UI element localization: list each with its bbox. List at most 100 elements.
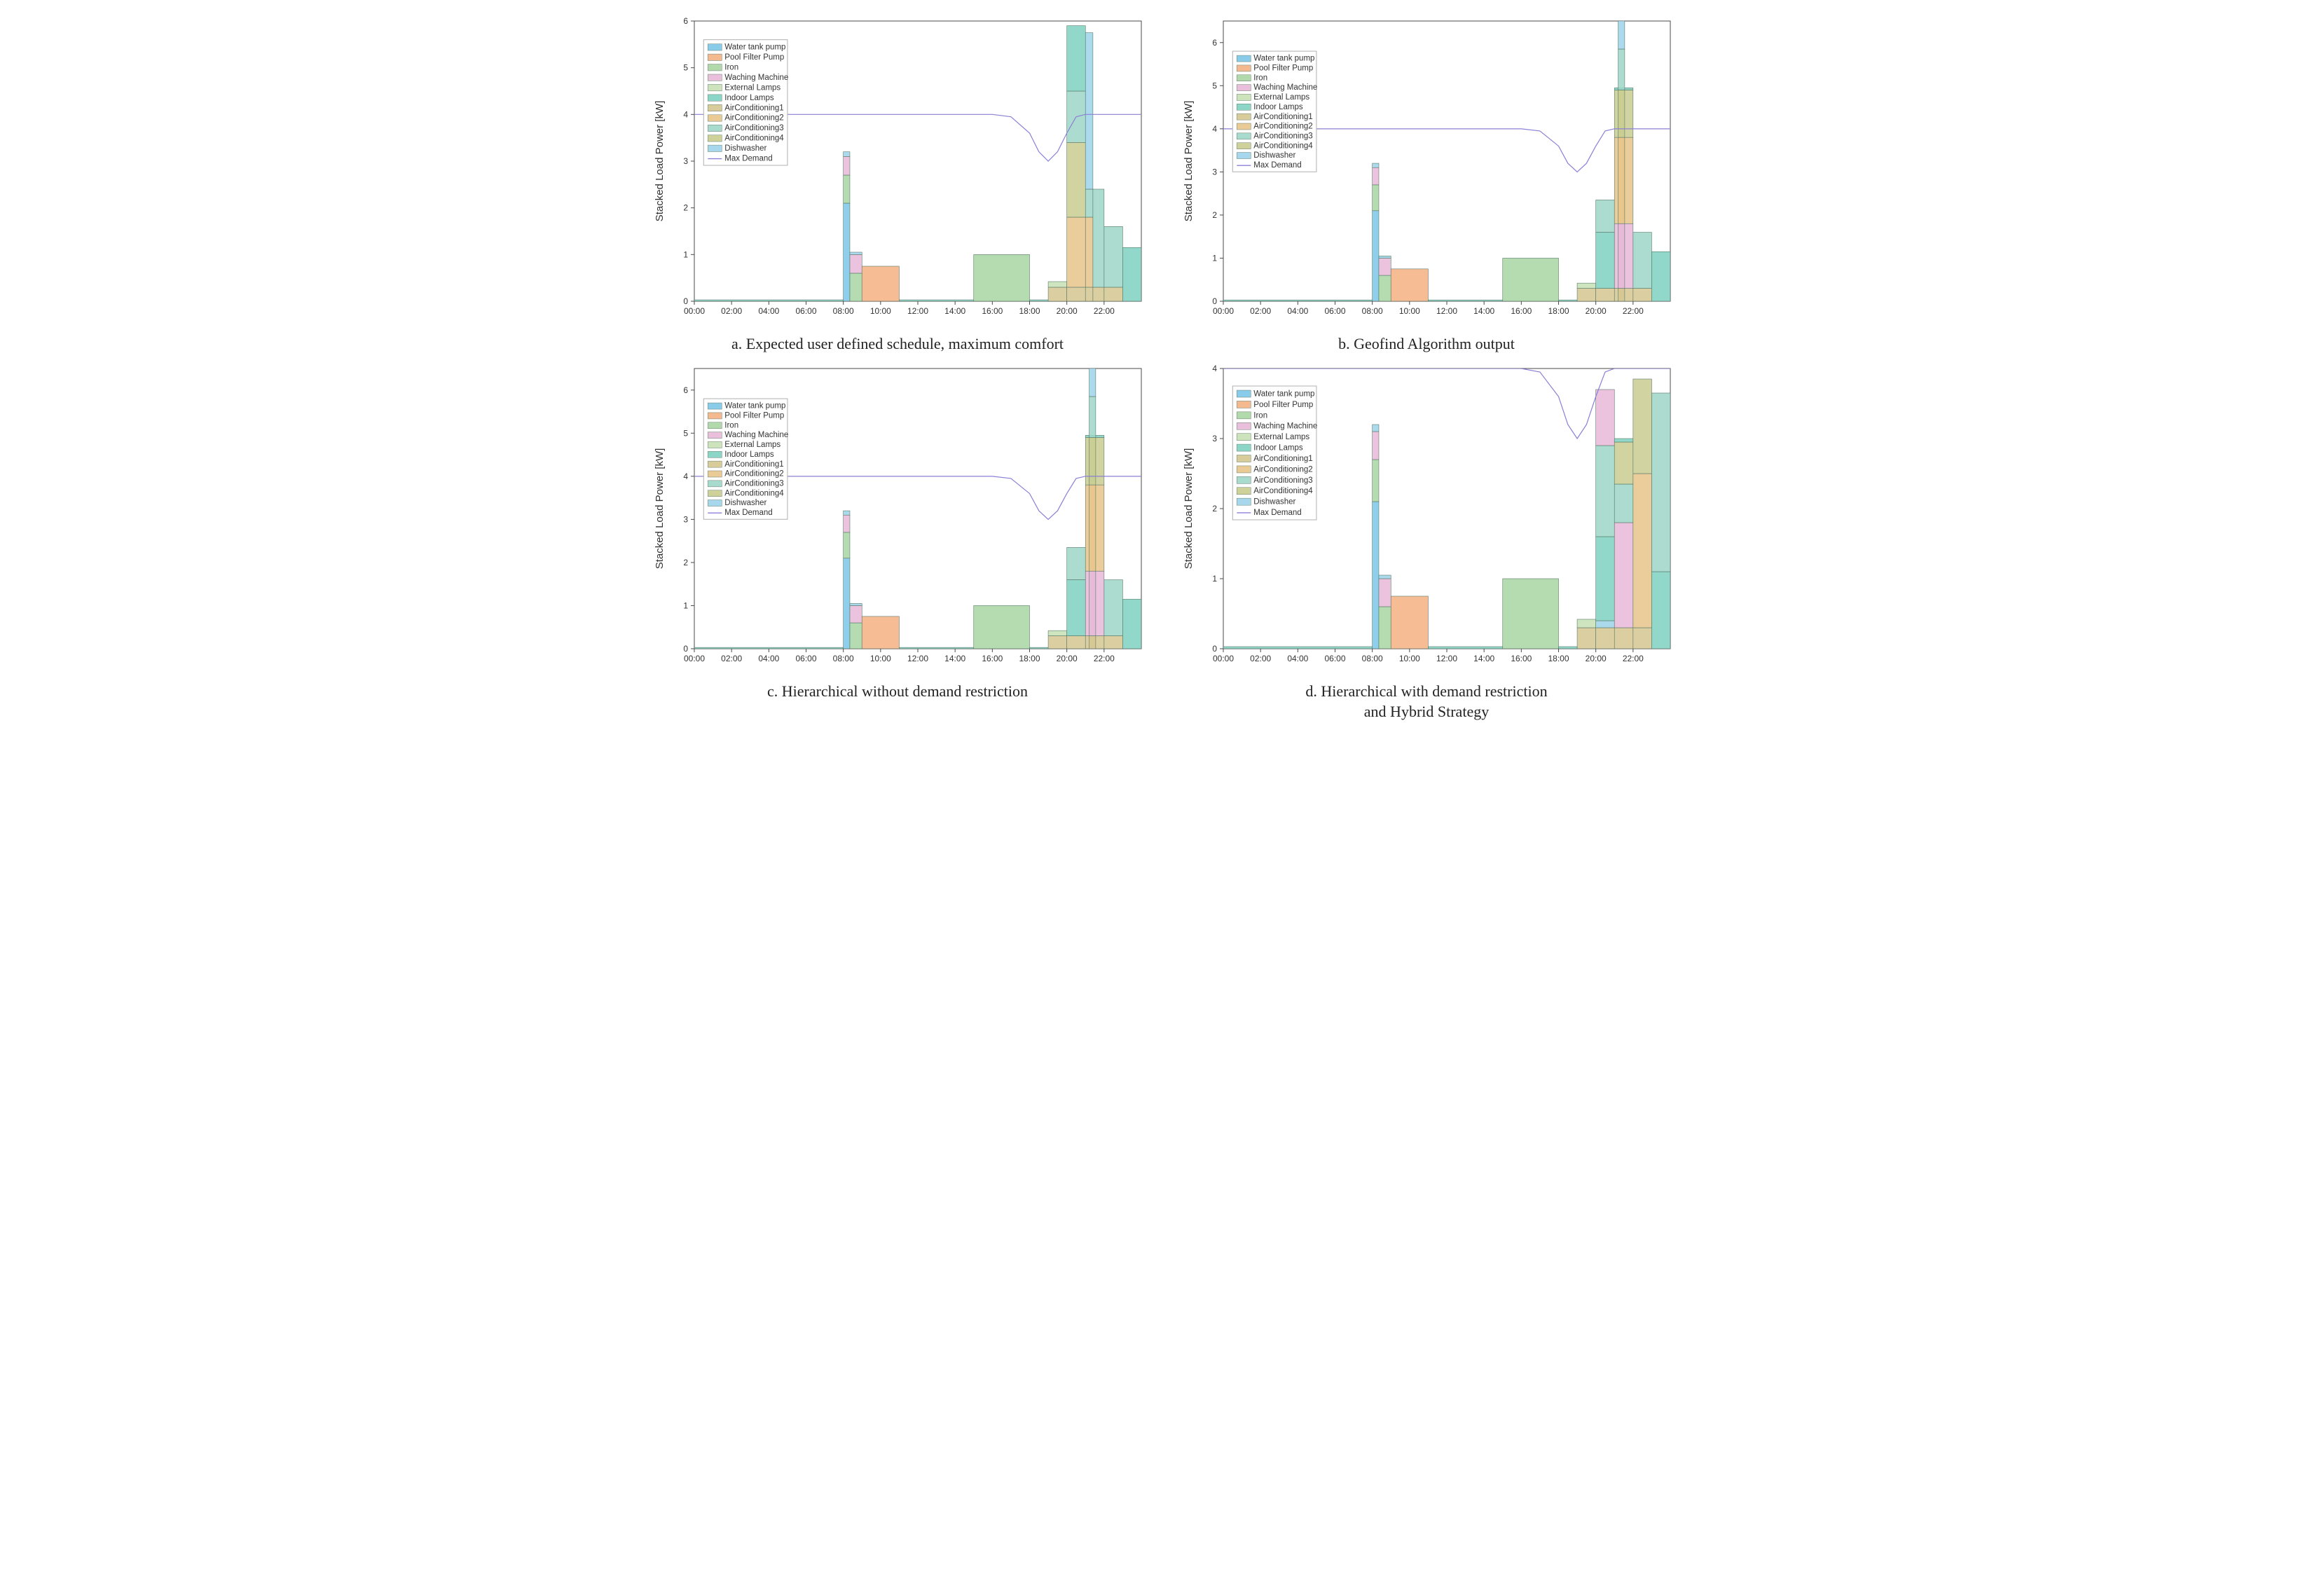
svg-text:Indoor Lamps: Indoor Lamps (724, 450, 774, 459)
svg-text:1: 1 (683, 600, 688, 610)
svg-text:4: 4 (683, 471, 688, 481)
svg-text:Max Demand: Max Demand (724, 155, 772, 163)
svg-text:10:00: 10:00 (1399, 654, 1420, 663)
chart-c: 00:0002:0004:0006:0008:0010:0012:0014:00… (645, 361, 1150, 677)
svg-text:Pool Filter Pump: Pool Filter Pump (1253, 401, 1313, 409)
svg-text:16:00: 16:00 (982, 654, 1003, 663)
svg-text:AirConditioning4: AirConditioning4 (1253, 487, 1313, 495)
svg-text:22:00: 22:00 (1094, 654, 1115, 663)
chart-b: 00:0002:0004:0006:0008:0010:0012:0014:00… (1174, 14, 1679, 329)
svg-text:AirConditioning4: AirConditioning4 (1253, 142, 1313, 150)
caption-a: a. Expected user defined schedule, maxim… (731, 333, 1064, 354)
svg-text:2: 2 (1212, 504, 1217, 514)
svg-text:0: 0 (1212, 296, 1217, 306)
svg-text:Waching Machine: Waching Machine (1253, 83, 1317, 92)
svg-text:Indoor Lamps: Indoor Lamps (1253, 103, 1303, 111)
svg-text:20:00: 20:00 (1057, 654, 1078, 663)
svg-text:Waching Machine: Waching Machine (724, 74, 788, 82)
svg-text:02:00: 02:00 (721, 306, 742, 316)
svg-text:2: 2 (683, 558, 688, 567)
svg-text:External Lamps: External Lamps (1253, 93, 1309, 102)
svg-text:AirConditioning3: AirConditioning3 (724, 124, 783, 132)
svg-text:5: 5 (683, 428, 688, 438)
svg-text:10:00: 10:00 (870, 654, 891, 663)
svg-text:Dishwasher: Dishwasher (1253, 151, 1295, 160)
svg-text:00:00: 00:00 (684, 306, 705, 316)
svg-text:12:00: 12:00 (907, 654, 928, 663)
svg-text:14:00: 14:00 (1473, 306, 1494, 316)
svg-text:16:00: 16:00 (1511, 654, 1532, 663)
svg-text:22:00: 22:00 (1623, 306, 1644, 316)
svg-text:Pool Filter Pump: Pool Filter Pump (1253, 64, 1313, 73)
svg-text:AirConditioning2: AirConditioning2 (1253, 123, 1312, 131)
figure-grid: 00:00 02:00 04:00 06:00 08:00 10:00 12:00 14:00… (644, 14, 1681, 722)
svg-text:2: 2 (683, 203, 688, 213)
svg-text:06:00: 06:00 (1324, 654, 1345, 663)
svg-text:3: 3 (683, 156, 688, 166)
svg-text:0: 0 (1212, 644, 1217, 654)
svg-text:14:00: 14:00 (1473, 654, 1494, 663)
svg-text:6: 6 (1212, 38, 1217, 48)
svg-text:AirConditioning1: AirConditioning1 (1253, 113, 1312, 121)
svg-text:Iron: Iron (724, 421, 738, 429)
svg-text:14:00: 14:00 (944, 306, 965, 316)
svg-text:22:00: 22:00 (1094, 306, 1115, 316)
svg-text:Pool Filter Pump: Pool Filter Pump (724, 411, 784, 420)
svg-text:Stacked Load Power [kW]: Stacked Load Power [kW] (654, 448, 666, 569)
svg-text:02:00: 02:00 (721, 654, 742, 663)
svg-text:18:00: 18:00 (1548, 306, 1569, 316)
svg-text:12:00: 12:00 (1436, 654, 1457, 663)
svg-text:4: 4 (1212, 124, 1217, 134)
svg-text:Water tank pump: Water tank pump (724, 401, 785, 410)
svg-text:Stacked Load Power [kW]: Stacked Load Power [kW] (1183, 101, 1195, 222)
svg-text:5: 5 (1212, 81, 1217, 90)
caption-d: d. Hierarchical with demand restrictiona… (1305, 681, 1547, 722)
svg-text:00:00: 00:00 (1213, 654, 1234, 663)
svg-text:4: 4 (683, 109, 688, 119)
svg-text:10:00: 10:00 (870, 306, 891, 316)
svg-text:AirConditioning3: AirConditioning3 (1253, 132, 1312, 140)
svg-text:Water tank pump: Water tank pump (724, 43, 785, 52)
svg-text:Iron: Iron (1253, 411, 1267, 420)
svg-text:2: 2 (1212, 210, 1217, 220)
svg-text:16:00: 16:00 (982, 306, 1003, 316)
svg-text:AirConditioning1: AirConditioning1 (724, 104, 783, 112)
svg-text:Iron: Iron (724, 64, 738, 72)
svg-text:08:00: 08:00 (1362, 654, 1383, 663)
svg-text:6: 6 (683, 385, 688, 394)
svg-text:0: 0 (683, 296, 688, 306)
svg-text:08:00: 08:00 (1362, 306, 1383, 316)
svg-text:AirConditioning2: AirConditioning2 (1253, 465, 1312, 474)
svg-text:Max Demand: Max Demand (724, 509, 772, 517)
panel-c: 00:0002:0004:0006:0008:0010:0012:0014:00… (644, 361, 1152, 722)
svg-text:14:00: 14:00 (944, 654, 965, 663)
svg-text:AirConditioning2: AirConditioning2 (724, 469, 783, 478)
svg-text:Indoor Lamps: Indoor Lamps (724, 94, 774, 102)
svg-text:AirConditioning4: AirConditioning4 (724, 135, 784, 143)
svg-text:Dishwasher: Dishwasher (724, 144, 766, 153)
svg-text:06:00: 06:00 (795, 654, 816, 663)
svg-text:20:00: 20:00 (1586, 654, 1607, 663)
svg-text:Max Demand: Max Demand (1253, 509, 1301, 517)
svg-text:External Lamps: External Lamps (724, 83, 781, 92)
svg-text:16:00: 16:00 (1511, 306, 1532, 316)
svg-text:External Lamps: External Lamps (724, 441, 781, 449)
svg-text:04:00: 04:00 (758, 306, 779, 316)
svg-text:Dishwasher: Dishwasher (724, 499, 766, 507)
svg-text:Pool Filter Pump: Pool Filter Pump (724, 53, 784, 62)
caption-c: c. Hierarchical without demand restricti… (767, 681, 1028, 702)
svg-text:00:00: 00:00 (1213, 306, 1234, 316)
svg-text:04:00: 04:00 (758, 654, 779, 663)
svg-text:Stacked Load Power [kW]: Stacked Load Power [kW] (654, 101, 666, 222)
svg-text:3: 3 (1212, 434, 1217, 443)
svg-text:18:00: 18:00 (1019, 306, 1040, 316)
svg-text:20:00: 20:00 (1057, 306, 1078, 316)
svg-text:04:00: 04:00 (1287, 654, 1308, 663)
svg-text:06:00: 06:00 (1324, 306, 1345, 316)
svg-text:18:00: 18:00 (1548, 654, 1569, 663)
svg-text:02:00: 02:00 (1250, 306, 1271, 316)
svg-text:3: 3 (683, 514, 688, 524)
svg-text:Dishwasher: Dishwasher (1253, 497, 1295, 506)
svg-text:Stacked Load Power [kW]: Stacked Load Power [kW] (1183, 448, 1195, 569)
panel-a: 00:0002:0004:0006:0008:0010:0012:0014:00… (644, 14, 1152, 354)
